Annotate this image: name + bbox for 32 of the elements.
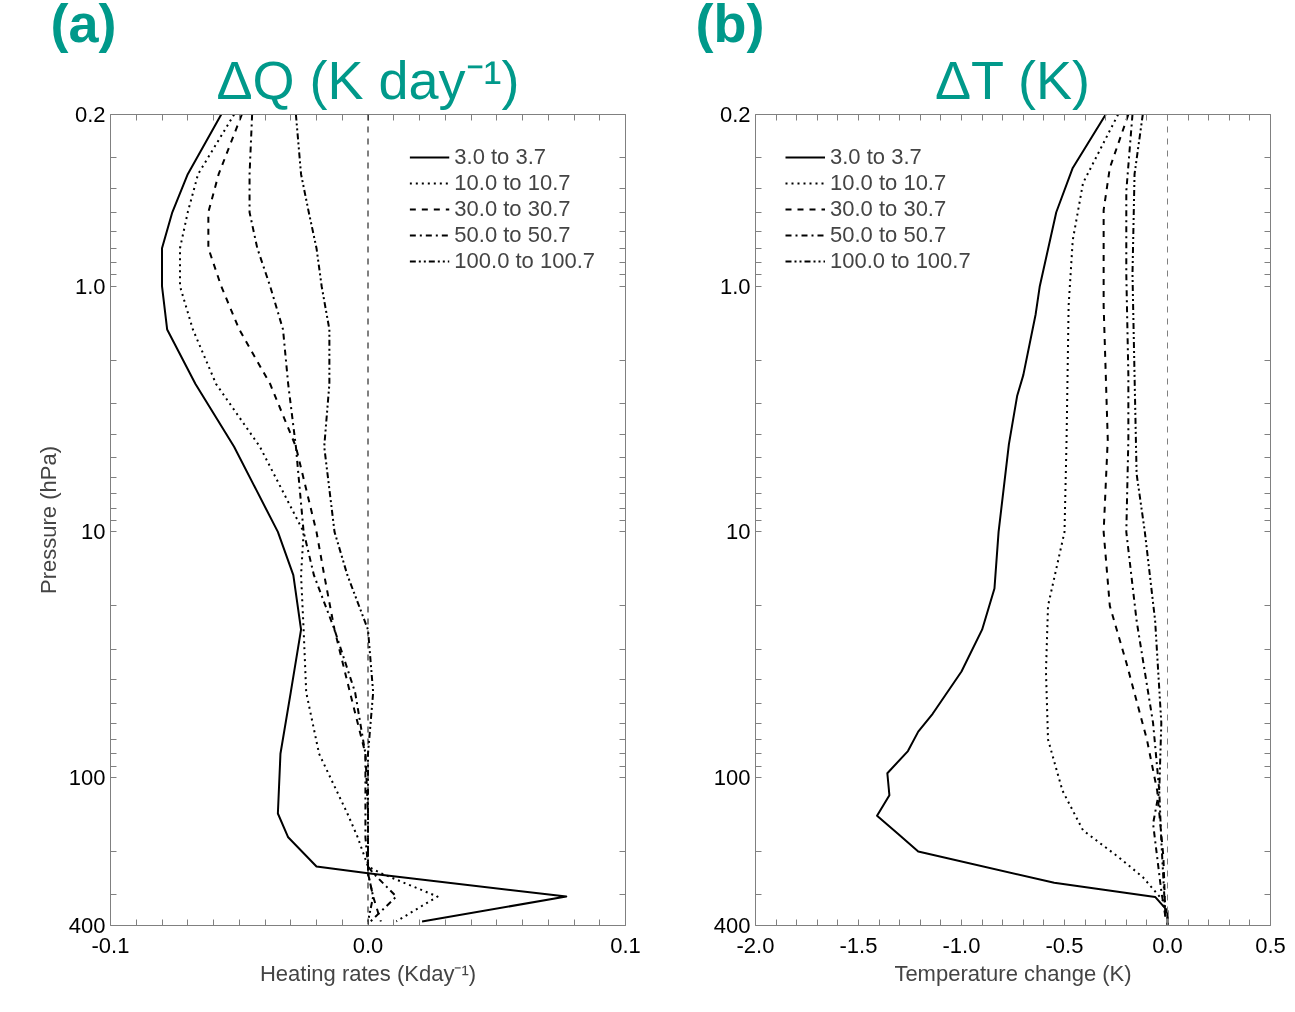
y-tick-label: 100 [713, 765, 751, 791]
y-tick-label: 1.0 [719, 273, 751, 299]
legend-label: 30.0 to 30.7 [830, 196, 947, 222]
x-tick-label: 0.0 [352, 932, 384, 958]
x-axis-title: Heating rates (Kday⁻¹) [259, 960, 477, 986]
legend-label: 50.0 to 50.7 [454, 222, 571, 248]
chart-title: ΔT (K) [934, 49, 1091, 110]
legend-label: 50.0 to 50.7 [830, 222, 947, 248]
legend-label: 10.0 to 10.7 [830, 170, 947, 196]
text: (b) [695, 0, 765, 53]
legend-label: 30.0 to 30.7 [454, 196, 571, 222]
y-tick-label: 0.2 [719, 102, 751, 127]
chart-title: ΔQ (K day⁻¹) [216, 49, 520, 110]
legend-label: 100.0 to 100.7 [454, 248, 595, 274]
legend-label: 100.0 to 100.7 [830, 248, 971, 274]
x-tick-label: -1.5 [839, 932, 878, 958]
legend-label: 3.0 to 3.7 [830, 144, 922, 170]
y-tick-label: 10 [81, 519, 106, 545]
legend-label: 10.0 to 10.7 [454, 170, 571, 196]
y-axis-title: Pressure (hPa) [35, 446, 61, 594]
x-tick-label: -0.5 [1045, 932, 1084, 958]
x-axis-title: Temperature change (K) [894, 960, 1132, 986]
text: (a) [50, 0, 117, 53]
x-tick-label: 0.5 [1255, 932, 1286, 958]
y-tick-label: 10 [726, 519, 751, 545]
y-tick-label: 0.2 [74, 102, 106, 127]
y-tick-label: 100 [68, 765, 106, 791]
legend-label: 3.0 to 3.7 [454, 144, 547, 170]
x-tick-label: -1.0 [942, 932, 981, 958]
y-tick-label: 1.0 [74, 273, 106, 299]
x-tick-label: 0.0 [1152, 932, 1183, 958]
x-tick-label: 0.1 [610, 932, 641, 958]
